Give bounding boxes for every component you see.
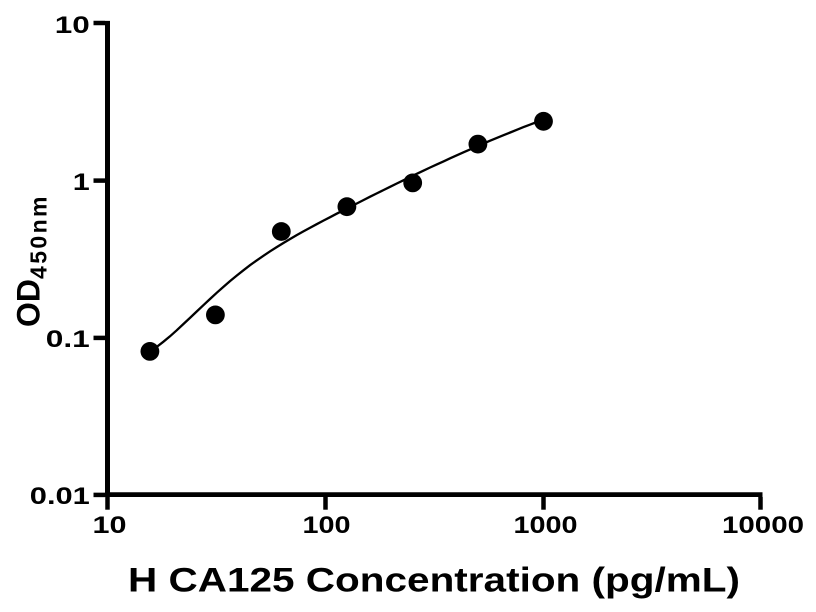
svg-text:450nm: 450nm xyxy=(26,194,52,279)
svg-text:H CA125 Concentration (pg/mL): H CA125 Concentration (pg/mL) xyxy=(128,562,740,600)
svg-text:OD: OD xyxy=(11,279,47,327)
svg-text:1000: 1000 xyxy=(514,512,578,539)
svg-text:1: 1 xyxy=(73,169,90,196)
svg-text:10000: 10000 xyxy=(722,512,804,539)
svg-text:10: 10 xyxy=(93,512,127,539)
svg-text:0.1: 0.1 xyxy=(46,326,90,353)
svg-text:0.01: 0.01 xyxy=(30,483,90,510)
svg-text:100: 100 xyxy=(303,512,351,539)
svg-text:10: 10 xyxy=(55,12,90,39)
